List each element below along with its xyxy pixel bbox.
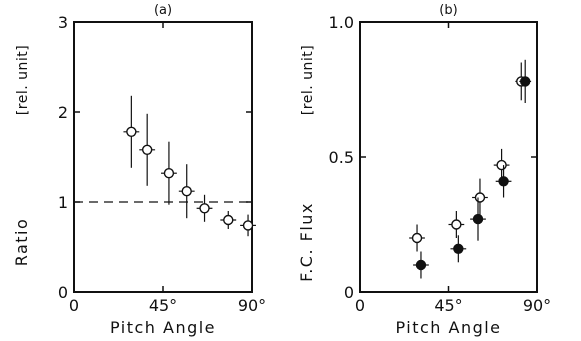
data-point-open xyxy=(196,194,213,222)
y-tick-label: 2 xyxy=(58,103,68,122)
filled-circle-marker xyxy=(472,213,484,225)
data-point-open xyxy=(139,113,156,186)
y-tick-label: 0.5 xyxy=(329,148,354,167)
filled-circle-marker xyxy=(498,176,509,187)
y-tick-label: 0 xyxy=(58,283,68,302)
y-tick-label: 3 xyxy=(58,13,68,32)
x-tick-label: 45° xyxy=(434,296,462,315)
data-point-filled xyxy=(413,251,429,279)
open-circle-marker xyxy=(181,185,192,197)
panel-a: (a) 0 45° 90° 0 1 2 3 Pitch Angle Ratio [rel. unit… xyxy=(12,3,266,337)
open-circle-marker xyxy=(223,214,234,226)
y-tick-label: 1.0 xyxy=(329,13,354,32)
y-axis-label: F.C. Flux xyxy=(297,202,316,282)
y-axis-unit: [rel. unit] xyxy=(300,45,316,115)
plot-frame xyxy=(359,21,538,293)
open-circle-marker xyxy=(163,167,175,179)
open-circle-marker xyxy=(141,144,153,156)
y-axis-label: Ratio xyxy=(12,218,31,267)
open-circle-marker xyxy=(474,192,486,203)
data-point-filled xyxy=(470,197,486,241)
data-point-open xyxy=(493,148,510,182)
open-circle-marker xyxy=(199,203,210,214)
open-circle-marker xyxy=(411,232,423,244)
filled-circle-marker xyxy=(453,243,464,255)
y-tick-label: 0 xyxy=(344,283,354,302)
y-axis-unit: [rel. unit] xyxy=(15,45,31,115)
x-axis-label: Pitch Angle xyxy=(110,318,216,337)
x-tick-label: 90° xyxy=(523,296,551,315)
y-tick-label: 1 xyxy=(58,193,68,212)
data-point-open xyxy=(472,178,488,217)
open-circle-marker xyxy=(496,159,507,171)
open-circle-marker xyxy=(126,126,137,138)
data-point-open xyxy=(178,164,195,219)
x-tick-label: 0 xyxy=(69,296,79,315)
data-point-filled xyxy=(519,59,532,103)
data-point-open xyxy=(240,214,256,237)
data-point-open xyxy=(220,211,237,229)
open-circle-marker xyxy=(242,220,254,231)
plot-frame xyxy=(73,21,253,293)
data-point-filled xyxy=(495,165,512,198)
x-tick-label: 45° xyxy=(149,296,177,315)
panel-label: (a) xyxy=(154,3,172,18)
x-axis-label: Pitch Angle xyxy=(395,318,501,337)
x-tick-label: 0 xyxy=(355,296,365,315)
data-point-open xyxy=(448,211,465,238)
filled-circle-marker xyxy=(520,76,531,87)
open-circle-marker xyxy=(451,219,462,230)
data-point-open xyxy=(123,95,140,168)
data-point-filled xyxy=(450,235,467,263)
panel-b: (b) 0 45° 90° 0 0.5 1.0 Pitch Angle F.C. Flux [re… xyxy=(297,3,551,337)
x-tick-label: 90° xyxy=(238,296,266,315)
data-point-open xyxy=(161,141,177,205)
filled-circle-marker xyxy=(415,259,427,271)
panel-label: (b) xyxy=(439,3,457,18)
data-point-open xyxy=(409,224,425,252)
